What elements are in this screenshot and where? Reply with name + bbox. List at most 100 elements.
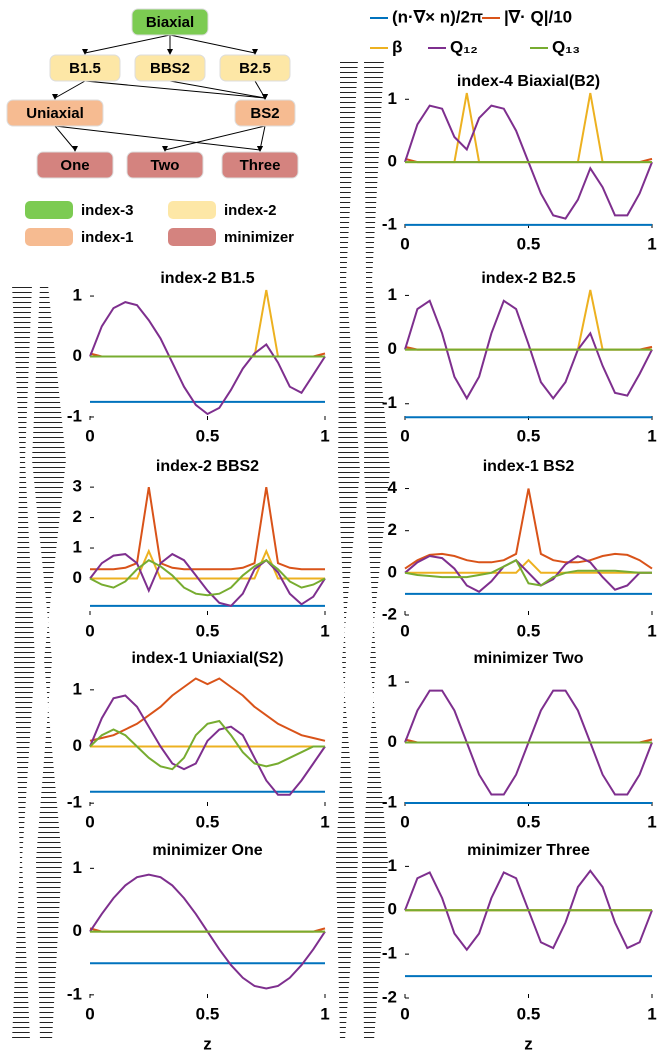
key-label: minimizer (224, 229, 294, 246)
chart-title: index-4 Biaxial(B2) (457, 73, 600, 90)
x-tick-label: 1 (320, 426, 329, 445)
x-tick-label: 0.5 (517, 234, 541, 253)
y-tick-label: 0 (73, 568, 82, 587)
legend-label: β (392, 37, 402, 56)
arrow-head (72, 146, 78, 152)
edge (164, 125, 266, 151)
y-tick-label: -1 (382, 393, 397, 412)
x-tick-label: 1 (647, 234, 656, 253)
x-tick-label: 0.5 (196, 812, 220, 831)
edge (169, 34, 256, 54)
y-tick-label: 0 (388, 339, 397, 358)
x-tick-label: 0 (400, 1004, 409, 1023)
y-tick-label: 1 (388, 89, 397, 108)
series-line (405, 289, 652, 351)
node-box (134, 54, 206, 82)
edge (54, 80, 86, 99)
node-box (49, 54, 121, 82)
series-line (89, 694, 326, 796)
key-swatch (168, 201, 216, 219)
y-tick-label: 1 (388, 285, 397, 304)
y-tick-label: 1 (73, 286, 82, 305)
y-tick-label: 0 (388, 900, 397, 919)
series-line (404, 558, 652, 587)
chart-title: minimizer One (152, 842, 262, 859)
node-label: B1.5 (69, 60, 101, 77)
x-tick-label: 0 (85, 1004, 94, 1023)
x-tick-label: 0 (400, 812, 409, 831)
series-line (89, 677, 326, 742)
key-label: index-2 (224, 202, 277, 219)
x-axis-label: z (203, 1034, 212, 1053)
node-box (6, 99, 104, 127)
x-tick-label: 1 (647, 812, 656, 831)
node-box (131, 8, 209, 36)
node-box (36, 151, 114, 179)
chart-title: index-1 BS2 (483, 458, 575, 475)
x-axis-label: z (524, 1034, 533, 1053)
y-tick-label: -1 (67, 984, 82, 1003)
series-line (90, 289, 325, 358)
y-tick-label: 0 (388, 152, 397, 171)
series-line (89, 552, 326, 608)
legend-label: |∇· Q|/10 (504, 7, 572, 26)
y-tick-label: 1 (388, 856, 397, 875)
node-label: B2.5 (239, 60, 271, 77)
arrow-head (167, 49, 173, 55)
x-tick-label: 0.5 (196, 426, 220, 445)
y-tick-label: 1 (388, 672, 397, 691)
x-tick-label: 0 (85, 621, 94, 640)
series-line (404, 554, 652, 593)
y-tick-label: 0 (388, 732, 397, 751)
x-tick-label: 0 (85, 812, 94, 831)
node-box (221, 151, 299, 179)
key-label: index-1 (81, 229, 134, 246)
y-tick-label: 1 (73, 679, 82, 698)
node-box (126, 151, 204, 179)
x-tick-label: 1 (647, 1004, 656, 1023)
x-tick-label: 0 (85, 426, 94, 445)
arrow-head (82, 49, 88, 55)
key-label: index-3 (81, 202, 134, 219)
diagram: Biaxial B1.5 BBS2 B2.5 Uniaxial BS2 One Two Thre… (6, 8, 299, 246)
chart-title: index-2 B2.5 (481, 270, 575, 287)
node-label: Uniaxial (26, 105, 84, 122)
x-tick-label: 1 (647, 426, 656, 445)
node-box (219, 54, 291, 82)
y-tick-label: 0 (388, 562, 397, 581)
edge (54, 125, 261, 151)
chart-title: minimizer Three (467, 842, 590, 859)
x-tick-label: 0 (400, 621, 409, 640)
edge (54, 125, 76, 151)
y-tick-label: -1 (67, 406, 82, 425)
x-tick-label: 1 (647, 621, 656, 640)
x-tick-label: 0.5 (517, 1004, 541, 1023)
series-line (89, 719, 325, 771)
y-tick-label: 1 (73, 858, 82, 877)
series-line (404, 299, 653, 401)
arrow-head (52, 94, 58, 100)
arrow-head (257, 146, 263, 152)
series-line (404, 488, 653, 570)
x-tick-label: 0 (400, 426, 409, 445)
legend-label: (n·∇× n)/2π (392, 7, 483, 26)
x-tick-label: 1 (320, 621, 329, 640)
x-tick-label: 1 (320, 1004, 329, 1023)
y-tick-label: -1 (382, 792, 397, 811)
x-tick-label: 0.5 (517, 426, 541, 445)
series-line (89, 559, 326, 597)
edge (84, 34, 171, 54)
y-tick-label: -2 (382, 604, 397, 623)
legend-label: Q₁₂ (450, 37, 478, 56)
y-tick-label: -1 (382, 214, 397, 233)
legend-label: Q₁₃ (552, 37, 580, 56)
edge (84, 80, 266, 99)
y-tick-label: -2 (382, 987, 397, 1006)
x-tick-label: 0.5 (196, 621, 220, 640)
y-tick-label: 2 (388, 520, 397, 539)
chart-title: index-2 B1.5 (160, 270, 254, 287)
x-tick-label: 0.5 (517, 621, 541, 640)
node-label: Three (240, 157, 281, 174)
node-label: One (60, 157, 89, 174)
